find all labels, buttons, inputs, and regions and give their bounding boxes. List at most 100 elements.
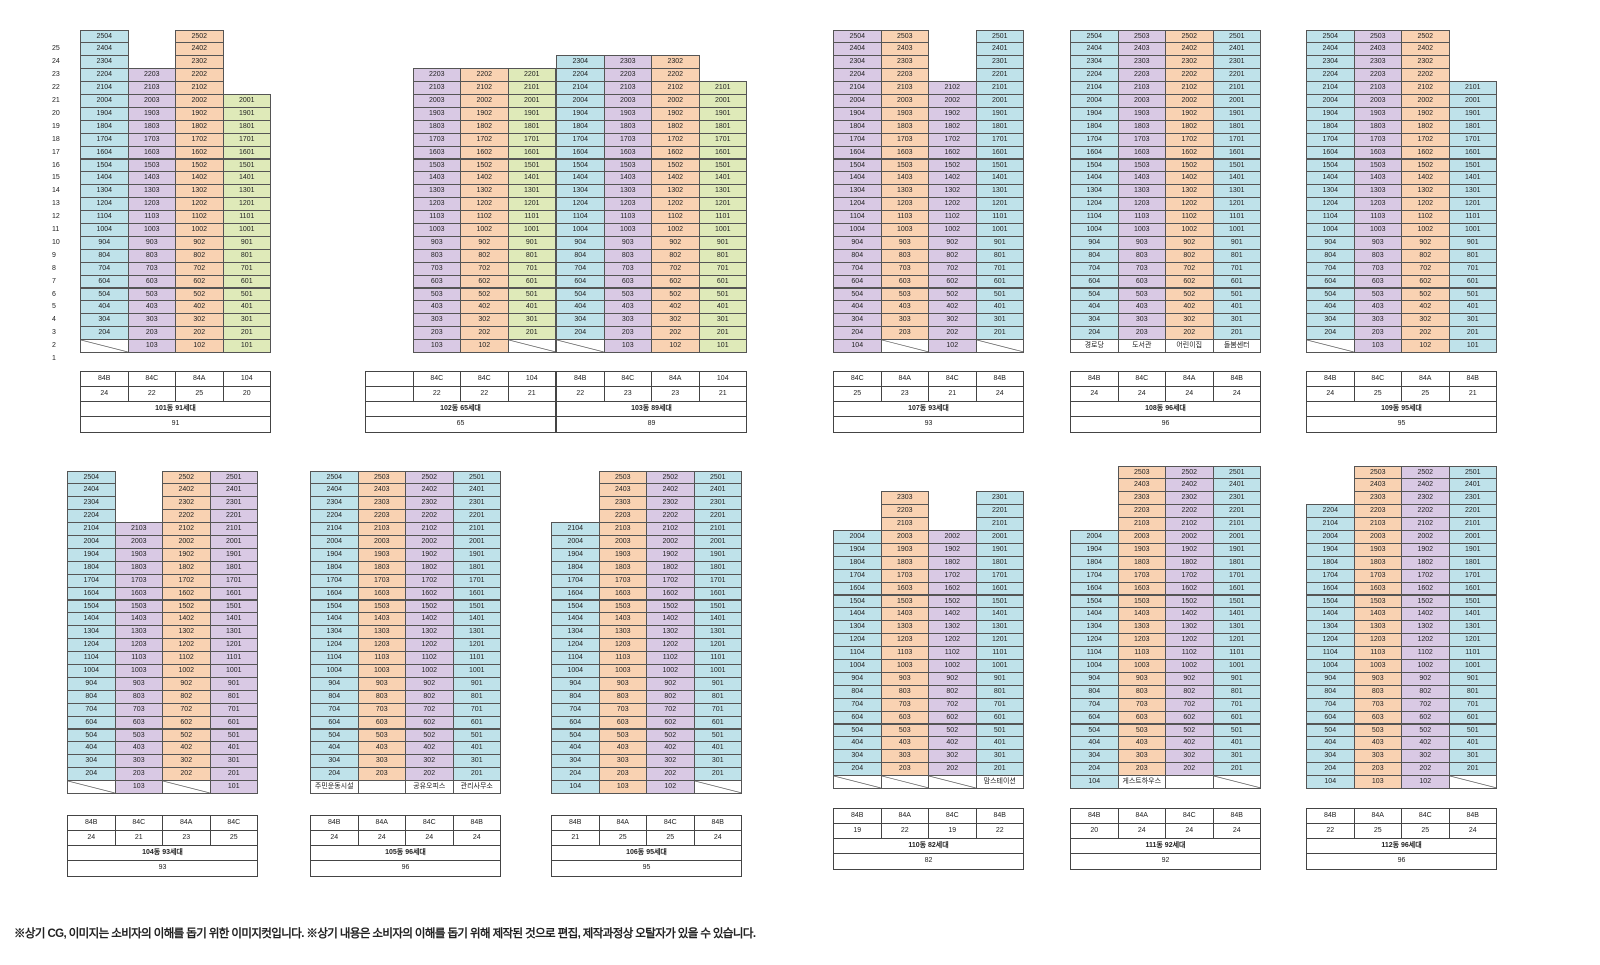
- unit-cell: 2502: [1165, 465, 1214, 480]
- unit-cell: 1602: [928, 145, 977, 160]
- unit-cell: 703: [412, 261, 461, 276]
- unit-cell: 503: [1353, 287, 1402, 302]
- unit-cell: 1904: [1306, 106, 1355, 121]
- building-total: 65: [456, 420, 465, 427]
- unit-cell: 1303: [412, 184, 461, 199]
- empty-ground-cell: [556, 339, 605, 353]
- unit-cell: 302: [162, 754, 211, 769]
- unit-cell: 1001: [975, 223, 1024, 237]
- building-title-row: 108동 96세대: [1071, 402, 1260, 417]
- unit-cell: 203: [603, 326, 652, 341]
- unit-cell: 1304: [1306, 620, 1355, 635]
- unit-cell: 1403: [1117, 607, 1166, 622]
- unit-cell: 303: [880, 749, 929, 764]
- facility-label: 공유오피스: [405, 780, 454, 794]
- unit-cell: 2002: [460, 94, 509, 108]
- unit-cell: 1003: [880, 659, 929, 673]
- unit-cell: 2003: [1353, 530, 1402, 544]
- unit-cell: 401: [1448, 300, 1497, 315]
- unit-cell: 1504: [1306, 594, 1355, 609]
- unit-cell: 1603: [1117, 581, 1166, 596]
- unit-cell: 504: [1070, 287, 1119, 302]
- unit-cell: 203: [412, 326, 461, 341]
- unit-cell: 904: [833, 671, 882, 686]
- unit-cell: 801: [507, 248, 556, 263]
- unit-cell: 2304: [1070, 55, 1119, 70]
- unit-cell: 1803: [1353, 555, 1402, 570]
- empty-ground-cell: [833, 775, 882, 789]
- unit-cell: 1103: [880, 646, 929, 660]
- unit-cell: 1903: [598, 547, 647, 562]
- unit-cell: 1301: [1212, 184, 1261, 199]
- unit-cell: 1603: [1117, 145, 1166, 160]
- unit-cell: 2302: [1401, 491, 1450, 506]
- unit-cell: 403: [114, 741, 163, 756]
- unit-type-row: 84B 84C 84A 84B: [1071, 372, 1260, 387]
- unit-cell: 1403: [880, 607, 929, 622]
- building-112-summary: 84B 84A 84C 84B 22 25 25 24 112동 96세대 96: [1306, 808, 1497, 870]
- unit-cell: 1601: [698, 145, 747, 160]
- unit-cell: 603: [114, 715, 163, 730]
- unit-cell: 1402: [646, 612, 695, 627]
- unit-count: 25: [647, 831, 695, 845]
- unit-cell: 1702: [1165, 568, 1214, 583]
- unit-cell: 1504: [833, 158, 882, 173]
- unit-cell: 1101: [1448, 210, 1497, 224]
- unit-type: 84A: [652, 372, 700, 386]
- unit-cell: 1203: [357, 638, 406, 653]
- unit-cell: 1003: [1353, 659, 1402, 673]
- unit-cell: 802: [928, 248, 977, 263]
- unit-cell: 2103: [357, 522, 406, 536]
- unit-cell: 1703: [1117, 132, 1166, 147]
- unit-cell: 1403: [357, 612, 406, 627]
- unit-cell: 2401: [1448, 478, 1497, 493]
- unit-cell: 201: [975, 326, 1024, 341]
- unit-cell: 1803: [412, 119, 461, 134]
- unit-cell: 104: [1070, 775, 1119, 789]
- unit-cell: 1304: [80, 184, 129, 199]
- unit-cell: 1601: [1212, 145, 1261, 160]
- unit-cell: 2303: [1353, 491, 1402, 506]
- unit-cell: 2004: [1306, 530, 1355, 544]
- unit-cell: 1201: [222, 197, 271, 212]
- unit-cell: 904: [1070, 235, 1119, 250]
- unit-cell: 302: [651, 313, 700, 328]
- unit-cell: 604: [833, 274, 882, 289]
- unit-cell: 1604: [551, 586, 600, 601]
- unit-cell: 803: [357, 689, 406, 704]
- unit-cell: 1503: [1117, 594, 1166, 609]
- unit-cell: 2103: [1353, 81, 1402, 95]
- unit-cell: 303: [1117, 749, 1166, 764]
- unit-count: 24: [1166, 387, 1214, 401]
- unit-cell: 2302: [651, 55, 700, 70]
- unit-cell: 302: [928, 313, 977, 328]
- unit-cell: 1502: [460, 158, 509, 173]
- unit-cell: 2203: [127, 68, 176, 83]
- unit-type: 84C: [834, 372, 882, 386]
- unit-cell: 1903: [1353, 542, 1402, 557]
- unit-cell: 1604: [833, 145, 882, 160]
- unit-cell: 2201: [209, 509, 258, 524]
- unit-count: 24: [359, 831, 406, 845]
- unit-type: 84A: [1402, 372, 1450, 386]
- unit-cell: 2503: [1117, 29, 1166, 44]
- unit-cell: 2201: [507, 68, 556, 83]
- unit-count: 24: [1232, 390, 1241, 397]
- unit-cell: 302: [1165, 749, 1214, 764]
- unit-cell: 1901: [698, 106, 747, 121]
- unit-cell: 2403: [1117, 478, 1166, 493]
- unit-cell: 1702: [651, 132, 700, 147]
- unit-cell: 2302: [1165, 55, 1214, 70]
- unit-count: 22: [1307, 824, 1355, 838]
- building-title: 111동 92세대: [1145, 842, 1186, 849]
- unit-cell: 1404: [1306, 607, 1355, 622]
- unit-cell: 1401: [698, 171, 747, 186]
- unit-type: 84A: [1119, 809, 1166, 823]
- unit-cell: 1701: [975, 568, 1024, 583]
- unit-cell: 1003: [1117, 659, 1166, 673]
- unit-cell: 2004: [833, 530, 882, 544]
- unit-cell: 1002: [1165, 659, 1214, 673]
- unit-cell: 1103: [880, 210, 929, 224]
- unit-cell: 2403: [880, 42, 929, 57]
- unit-cell: 2504: [80, 29, 129, 44]
